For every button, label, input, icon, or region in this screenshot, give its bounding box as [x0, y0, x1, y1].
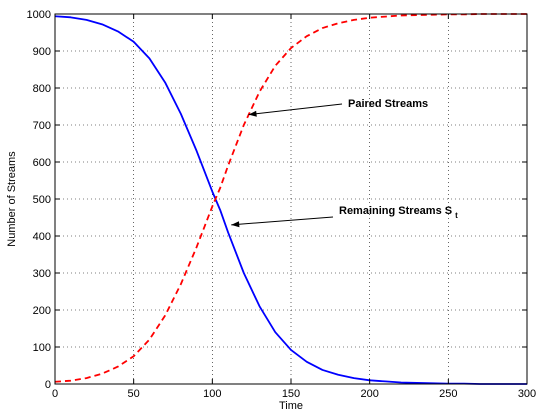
x-tick-label: 0	[52, 388, 58, 400]
x-axis-label: Time	[279, 400, 303, 412]
y-tick-label: 600	[33, 157, 51, 169]
paired-streams-label: Paired Streams	[348, 98, 428, 110]
y-tick-label: 500	[33, 194, 51, 206]
x-tick-label: 150	[282, 388, 300, 400]
paired-streams-arrow	[248, 103, 343, 116]
x-tick-label: 100	[203, 388, 221, 400]
y-tick-label: 800	[33, 83, 51, 95]
y-tick-label: 700	[33, 120, 51, 132]
remaining-streams-line	[54, 15, 527, 385]
annotations: Paired Streams Remaining Streams S t	[231, 98, 458, 228]
y-tick-label: 0	[45, 379, 51, 391]
remaining-streams-label-text: Remaining Streams S	[339, 205, 452, 217]
remaining-streams-arrow	[231, 216, 334, 226]
axis-ticks: 0 50 100 150 200 250 300 0 100 200 300 400 500 600 700…	[27, 9, 536, 400]
remaining-streams-label: Remaining Streams S t	[339, 205, 458, 220]
remaining-streams-label-subscript: t	[455, 211, 458, 220]
y-axis-label: Number of Streams	[6, 151, 18, 247]
x-tick-label: 250	[439, 388, 457, 400]
y-tick-label: 1000	[27, 9, 51, 21]
y-tick-label: 400	[33, 231, 51, 243]
grid	[55, 14, 527, 384]
remaining-streams-arrowhead	[231, 221, 240, 228]
x-tick-label: 50	[128, 388, 140, 400]
y-tick-label: 200	[33, 305, 51, 317]
x-tick-label: 300	[518, 388, 536, 400]
y-tick-label: 300	[33, 268, 51, 280]
x-tick-label: 200	[360, 388, 378, 400]
y-tick-label: 100	[33, 342, 51, 354]
y-tick-label: 900	[33, 46, 51, 58]
paired-streams-arrowhead	[248, 110, 257, 117]
paired-streams-label-text: Paired Streams	[348, 98, 428, 110]
